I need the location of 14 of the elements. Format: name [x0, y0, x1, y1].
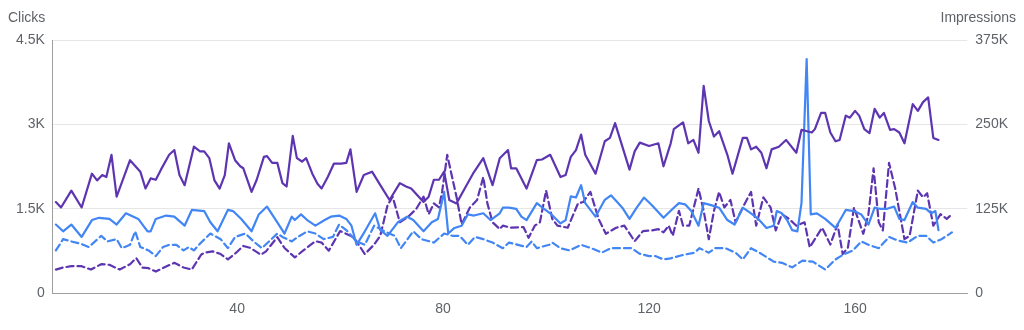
y-axis-title: Clicks [8, 9, 46, 25]
y2-tick-label: 250K [975, 115, 1009, 132]
y-tick-label: 4.5K [15, 30, 46, 47]
y-tick-label: 3K [27, 115, 46, 132]
y2-axis-title: Impressions [940, 9, 1016, 25]
y2-tick-label: 375K [975, 30, 1009, 47]
y-tick-label: 0 [37, 284, 45, 301]
x-tick-label: 80 [435, 300, 452, 317]
x-tick-label: 160 [843, 300, 867, 317]
y-tick-label: 1.5K [15, 199, 46, 216]
y2-tick-label: 0 [975, 284, 984, 301]
x-tick-label: 120 [637, 300, 661, 317]
x-tick-label: 40 [229, 300, 246, 317]
y2-tick-label: 125K [975, 199, 1009, 216]
